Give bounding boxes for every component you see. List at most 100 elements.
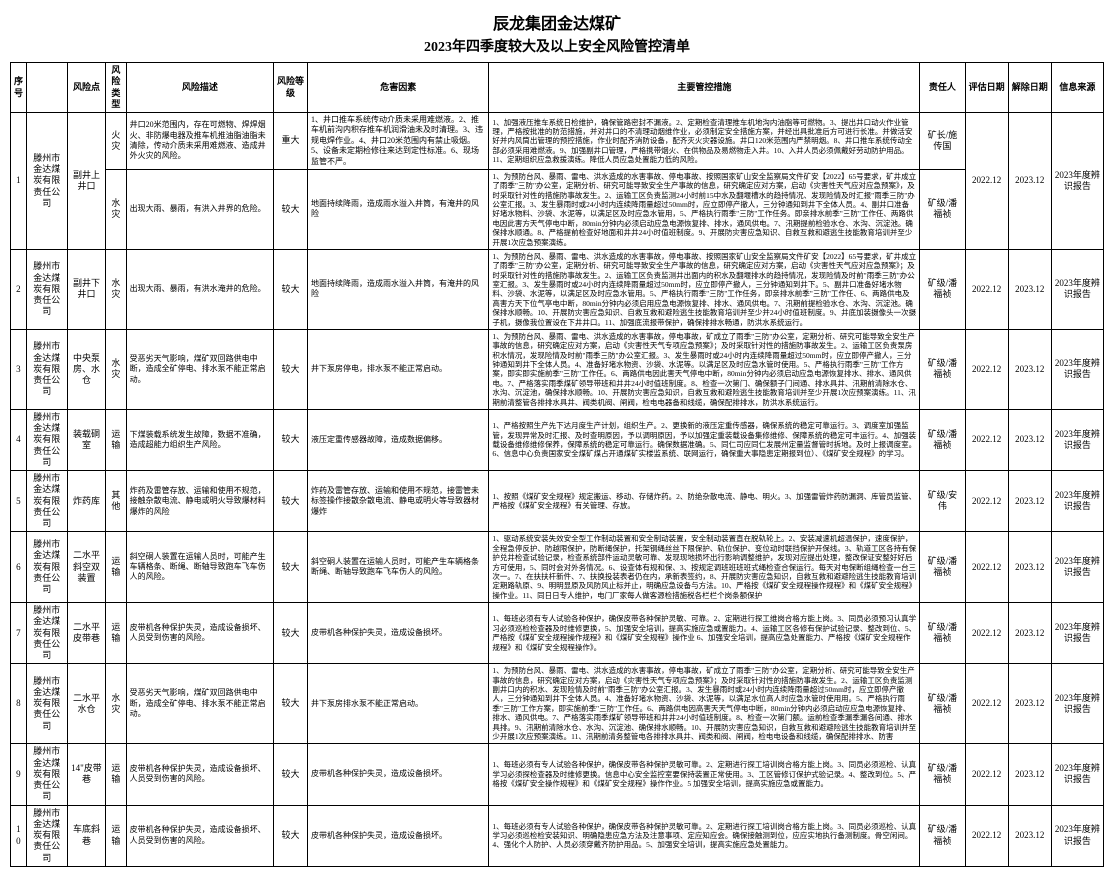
cell-date2: 2023.12 (1008, 249, 1051, 329)
cell-point: 副井下井口 (67, 249, 106, 329)
cell-date1: 2022.12 (965, 409, 1008, 470)
table-row: 10 滕州市金达煤炭有限责任公司 车底斜巷 运输 皮带机各种保护失灵，造成设备损… (11, 805, 1104, 866)
cell-unit: 滕州市金达煤炭有限责任公司 (26, 113, 67, 250)
cell-level: 较大 (274, 249, 308, 329)
cell-point: 车底斜巷 (67, 805, 106, 866)
cell-date2: 2023.12 (1008, 471, 1051, 532)
cell-unit: 滕州市金达煤炭有限责任公司 (26, 603, 67, 664)
col-resp: 责任人 (920, 63, 965, 113)
cell-resp: 矿级/潘福祯 (920, 169, 965, 249)
col-point: 风险点 (67, 63, 106, 113)
cell-resp: 矿级/潘福祯 (920, 664, 965, 744)
cell-measures: 1、严格按照生产先下达月度生产计划，组织生产。2、更换新的液压定重传感器，确保系… (489, 409, 920, 470)
cell-type: 水灾 (106, 249, 126, 329)
cell-type: 运输 (106, 532, 126, 603)
cell-src: 2023年度辨识报告 (1051, 664, 1103, 744)
cell-factor: 皮带机各种保护失灵，造成设备损坏。 (308, 805, 489, 866)
cell-level: 较大 (274, 471, 308, 532)
col-idx: 序号 (11, 63, 27, 113)
cell-factor: 地面持续降雨，造成雨水溢入井筒，有淹井的风险 (308, 169, 489, 249)
cell-date1: 2022.12 (965, 329, 1008, 409)
cell-point: 副井上井口 (67, 113, 106, 250)
cell-desc: 皮带机各种保护失灵，造成设备损坏、人员受到伤害的风险。 (126, 805, 273, 866)
cell-measures: 1、为预防台风、暴雨、雷电、洪水造成的水害事故，停电事故，矿成立了雨季"三防"办… (489, 664, 920, 744)
table-row: 4 滕州市金达煤炭有限责任公司 装载硐室 运输 下煤装载系统发生故障，数据不准确… (11, 409, 1104, 470)
cell-idx: 3 (11, 329, 27, 409)
table-row: 3 滕州市金达煤炭有限责任公司 中央泵房、水仓 水灾 受恶劣天气影响，煤矿双回路… (11, 329, 1104, 409)
cell-desc: 出现大雨、暴雨，有洪水淹井的危险。 (126, 249, 273, 329)
col-factor: 危害因素 (308, 63, 489, 113)
cell-date1: 2022.12 (965, 603, 1008, 664)
table-row: 2 滕州市金达煤炭有限责任公司 副井下井口 水灾 出现大雨、暴雨，有洪水淹井的危… (11, 249, 1104, 329)
cell-level: 较大 (274, 664, 308, 744)
cell-measures: 1、为预防台风、暴雨、雷电、洪水造成的水害事故、停电事故、按照国家矿山安全监察局… (489, 169, 920, 249)
cell-resp: 矿长/施传国 (920, 113, 965, 170)
cell-src: 2023年度辨识报告 (1051, 249, 1103, 329)
cell-idx: 10 (11, 805, 27, 866)
cell-measures: 1、每班必须有专人试验各种保护，确保皮带各种保护灵敏、可靠。2、定期进行探工维岗… (489, 603, 920, 664)
cell-desc: 受恶劣天气影响，煤矿双回路供电中断，造成全矿停电、排水泵不能正常启动。 (126, 664, 273, 744)
cell-measures: 1、每班必须有专人试验各种保护，确保皮带各种保护灵敏可靠。2、定期进行探工培训岗… (489, 744, 920, 805)
cell-src: 2023年度辨识报告 (1051, 532, 1103, 603)
cell-type: 水灾 (106, 169, 126, 249)
cell-src: 2023年度辨识报告 (1051, 603, 1103, 664)
cell-level: 较大 (274, 805, 308, 866)
cell-factor: 1、井口推车系统传动介质未采用难燃液。2、推车机前沟内积存推车机润滑油未及时清理… (308, 113, 489, 170)
cell-date1: 2022.12 (965, 249, 1008, 329)
cell-date2: 2023.12 (1008, 603, 1051, 664)
cell-idx: 5 (11, 471, 27, 532)
main-title: 辰龙集团金达煤矿 (10, 10, 1104, 34)
col-level: 风险等级 (274, 63, 308, 113)
cell-date2: 2023.12 (1008, 744, 1051, 805)
cell-measures: 1、每班必须有专人试验各种保护，确保皮带各种保护灵敏可靠。2、定期进行探工培训岗… (489, 805, 920, 866)
table-row: 8 滕州市金达煤炭有限责任公司 二水平水仓 水灾 受恶劣天气影响，煤矿双回路供电… (11, 664, 1104, 744)
cell-resp: 矿级/潘福祯 (920, 744, 965, 805)
cell-desc: 皮带机各种保护失灵，造成设备损坏、人员受到伤害的风险。 (126, 603, 273, 664)
table-row: 水灾 出现大雨、暴雨，有洪入井界的危险。 较大 地面持续降雨，造成雨水溢入井筒，… (11, 169, 1104, 249)
cell-measures: 1、加强液压推车系统日检维护，确保管路密封不漏液。2、定期检查清理推车机地沟内油… (489, 113, 920, 170)
cell-date1: 2022.12 (965, 471, 1008, 532)
cell-unit: 滕州市金达煤炭有限责任公司 (26, 805, 67, 866)
cell-unit: 滕州市金达煤炭有限责任公司 (26, 744, 67, 805)
cell-unit: 滕州市金达煤炭有限责任公司 (26, 532, 67, 603)
cell-date2: 2023.12 (1008, 113, 1051, 250)
cell-desc: 斜空硐人装置在运输人员时，可能产生车辆格条、断绳、断轴导致跑车飞车伤人的风险。 (126, 532, 273, 603)
cell-src: 2023年度辨识报告 (1051, 805, 1103, 866)
table-row: 9 滕州市金达煤炭有限责任公司 14"皮带巷 运输 皮带机各种保护失灵，造成设备… (11, 744, 1104, 805)
cell-date1: 2022.12 (965, 532, 1008, 603)
cell-desc: 炸药及雷管存放、运输和使用不规范，接触杂散电流、静电或明火导致爆材料爆炸的风险 (126, 471, 273, 532)
cell-factor: 液压定重传感器故障，造成数据偏移。 (308, 409, 489, 470)
cell-date1: 2022.12 (965, 744, 1008, 805)
cell-unit: 滕州市金达煤炭有限责任公司 (26, 409, 67, 470)
cell-src: 2023年度辨识报告 (1051, 744, 1103, 805)
cell-resp: 矿级/潘福祯 (920, 603, 965, 664)
col-src: 信息来源 (1051, 63, 1103, 113)
cell-factor: 井下泵房停电，排水泵不能正常启动。 (308, 329, 489, 409)
cell-point: 二水平斜空双装置 (67, 532, 106, 603)
risk-table: 序号 风险点 风险类型 风险描述 风险等级 危害因素 主要管控措施 责任人 评估… (10, 62, 1104, 867)
cell-src: 2023年度辨识报告 (1051, 113, 1103, 250)
table-row: 6 滕州市金达煤炭有限责任公司 二水平斜空双装置 运输 斜空硐人装置在运输人员时… (11, 532, 1104, 603)
cell-factor: 地面持续降雨，造成雨水溢入井筒，有淹井的风险 (308, 249, 489, 329)
cell-src: 2023年度辨识报告 (1051, 329, 1103, 409)
cell-desc: 井口20米范围内，存在可燃物、焊焊烟火、非防爆电器及推车机推油脂油脂未清除，传动… (126, 113, 273, 170)
cell-type: 运输 (106, 744, 126, 805)
cell-level: 较大 (274, 169, 308, 249)
cell-resp: 矿级/潘福祯 (920, 329, 965, 409)
cell-level: 重大 (274, 113, 308, 170)
cell-type: 运输 (106, 805, 126, 866)
cell-src: 2023年度辨识报告 (1051, 471, 1103, 532)
table-row: 5 滕州市金达煤炭有限责任公司 炸药库 其他 炸药及雷管存放、运输和使用不规范，… (11, 471, 1104, 532)
table-row: 7 滕州市金达煤炭有限责任公司 二水平皮带巷 运输 皮带机各种保护失灵，造成设备… (11, 603, 1104, 664)
cell-unit: 滕州市金达煤炭有限责任公司 (26, 329, 67, 409)
cell-factor: 皮带机各种保护失灵，造成设备损坏。 (308, 603, 489, 664)
cell-resp: 矿级/潘福祯 (920, 409, 965, 470)
cell-type: 水灾 (106, 329, 126, 409)
cell-desc: 受恶劣天气影响，煤矿双回路供电中断，造成全矿停电、排水泵不能正常启动。 (126, 329, 273, 409)
cell-factor: 井下泵房排水泵不能正常启动。 (308, 664, 489, 744)
cell-date2: 2023.12 (1008, 805, 1051, 866)
cell-date1: 2022.12 (965, 664, 1008, 744)
col-measures: 主要管控措施 (489, 63, 920, 113)
cell-point: 中央泵房、水仓 (67, 329, 106, 409)
header-row: 序号 风险点 风险类型 风险描述 风险等级 危害因素 主要管控措施 责任人 评估… (11, 63, 1104, 113)
